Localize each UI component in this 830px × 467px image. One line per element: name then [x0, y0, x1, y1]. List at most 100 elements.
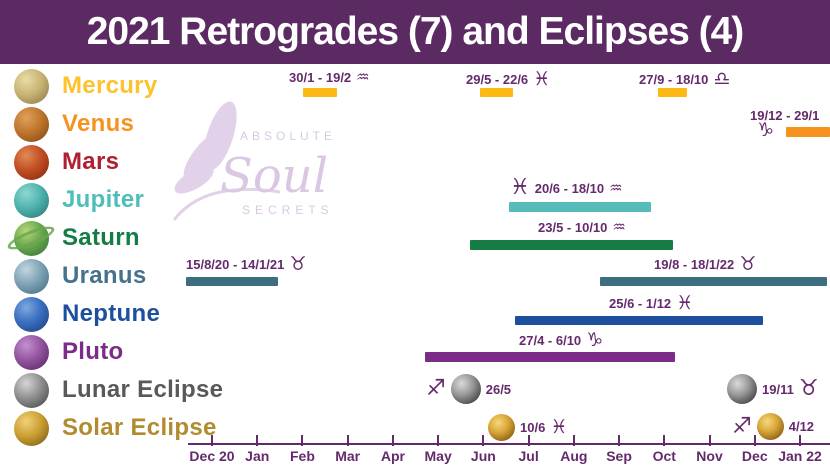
pluto-annotation: 27/4 - 6/10 ♑	[519, 331, 603, 350]
venus-date-label: 19/12 - 29/1	[750, 108, 820, 123]
jupiter-icon	[14, 182, 49, 218]
saturn-icon	[5, 220, 57, 256]
axis-tick	[437, 435, 440, 446]
mercury-annotation: 27/9 - 18/10 ♎	[639, 70, 730, 89]
axis-month-label: Jul	[518, 448, 539, 464]
solar-eclipse-annotation: 10/6 ♓	[488, 414, 567, 441]
venus-annotation: ♑	[757, 121, 774, 140]
axis-month-label: Jun	[470, 448, 496, 464]
legend-uranus: Uranus	[14, 258, 147, 294]
axis-tick	[391, 435, 394, 446]
title-banner: 2021 Retrogrades (7) and Eclipses (4)	[0, 0, 830, 64]
uranus-annotation: 19/8 - 18/1/22 ♉	[654, 255, 756, 274]
axis-month-label: Oct	[652, 448, 676, 464]
axis-tick	[256, 435, 259, 446]
flourish-icon	[172, 187, 281, 221]
mercury-retrograde-bar	[658, 88, 687, 97]
venus-annotation: 19/12 - 29/1	[750, 108, 819, 123]
axis-month-label: Dec 20	[189, 448, 235, 464]
pluto-date-label: 27/4 - 6/10	[519, 333, 582, 348]
axis-month-label: Dec	[741, 448, 768, 464]
pluto-icon	[14, 334, 49, 370]
mercury-annotation: 30/1 - 19/2 ♒	[289, 68, 370, 86]
mercury-zodiac-glyph: ♒	[356, 68, 370, 86]
lunar-eclipse-zodiac-glyph: ♉	[798, 376, 819, 401]
mars-icon	[14, 144, 49, 180]
axis-tick	[301, 435, 304, 446]
neptune-date-label: 25/6 - 1/12	[609, 296, 672, 311]
axis-tick	[799, 435, 801, 446]
legend-lunar-eclipse: Lunar Eclipse	[14, 372, 223, 408]
uranus-date-label: 15/8/20 - 14/1/21	[186, 257, 285, 272]
mercury-retrograde-bar	[480, 88, 513, 97]
saturn-zodiac-glyph: ♒	[612, 218, 626, 236]
saturn-date-label: 23/5 - 10/10	[538, 220, 608, 235]
jupiter-date-label: 20/6 - 18/10	[534, 180, 605, 196]
venus-zodiac-glyph: ♑	[757, 119, 775, 141]
watermark-logo: ABSOLUTE Soul SECRETS	[172, 101, 336, 221]
neptune-annotation: 25/6 - 1/12 ♓	[609, 294, 693, 313]
pluto-retrograde-bar	[425, 352, 675, 362]
mars-label: Mars	[62, 148, 120, 175]
uranus-icon	[14, 258, 49, 294]
venus-icon	[14, 106, 49, 142]
legend-solar-eclipse: Solar Eclipse	[14, 410, 217, 446]
mercury-date-label: 29/5 - 22/6	[466, 72, 529, 87]
jupiter-annotation: ♓ 20/6 - 18/10 ♒	[510, 177, 623, 199]
lunar-eclipse-date-label: 26/5	[485, 381, 512, 397]
axis-month-label: Apr	[380, 448, 405, 464]
neptune-retrograde-bar	[515, 316, 763, 325]
jupiter-label: Jupiter	[62, 186, 145, 213]
solar-eclipse-label: Solar Eclipse	[62, 414, 217, 441]
venus-label: Venus	[62, 110, 135, 137]
axis-month-label: Mar	[335, 448, 361, 464]
axis-tick	[572, 435, 575, 446]
saturn-ring-icon	[5, 221, 57, 254]
mercury-label: Mercury	[62, 72, 158, 99]
solar-eclipse-annotation: ♐ 4/12	[732, 413, 814, 440]
axis-tick	[211, 435, 213, 446]
legend-neptune: Neptune	[14, 296, 160, 332]
solar-eclipse-icon	[14, 410, 49, 446]
neptune-zodiac-glyph: ♓	[676, 292, 694, 314]
watermark-top-text: ABSOLUTE	[240, 129, 336, 143]
mercury-date-label: 27/9 - 18/10	[639, 72, 709, 87]
axis-tick	[527, 435, 530, 446]
lunar-eclipse-date-label: 19/11	[762, 381, 794, 397]
axis-month-label: Jan	[245, 448, 270, 464]
axis-month-label: Jan 22	[778, 448, 822, 464]
venus-retrograde-bar	[786, 127, 830, 137]
uranus-zodiac-glyph: ♉	[289, 253, 307, 275]
timeline-axis	[188, 443, 830, 445]
axis-month-label: Aug	[560, 448, 588, 464]
wing-icon	[174, 101, 237, 194]
neptune-icon	[14, 296, 49, 332]
uranus-date-label: 19/8 - 18/1/22	[654, 257, 735, 272]
legend-mars: Mars	[14, 144, 119, 180]
jupiter-retrograde-bar	[509, 202, 651, 212]
mercury-date-label: 30/1 - 19/2	[289, 70, 352, 85]
solar-eclipse-moon-gold-icon	[488, 414, 515, 441]
uranus-label: Uranus	[62, 262, 147, 289]
lunar-eclipse-icon	[14, 372, 49, 408]
axis-tick	[346, 435, 349, 446]
uranus-annotation: 15/8/20 - 14/1/21 ♉	[186, 255, 306, 274]
mercury-zodiac-glyph: ♎	[713, 68, 731, 90]
mercury-zodiac-glyph: ♓	[533, 68, 551, 90]
watermark-script-text: Soul	[220, 148, 328, 204]
axis-month-label: Nov	[696, 448, 723, 464]
axis-month-label: Feb	[290, 448, 315, 464]
lunar-eclipse-annotation: ♐ 26/5	[426, 374, 511, 404]
legend-mercury: Mercury	[14, 68, 157, 104]
legend-jupiter: Jupiter	[14, 182, 144, 218]
mercury-annotation: 29/5 - 22/6 ♓	[466, 70, 550, 89]
pluto-label: Pluto	[62, 338, 124, 365]
solar-eclipse-date-label: 10/6	[520, 420, 546, 435]
jupiter-zodiac-glyph: ♒	[609, 178, 623, 197]
mercury-icon	[14, 68, 49, 104]
axis-tick	[708, 435, 711, 446]
solar-eclipse-zodiac-glyph: ♓	[550, 416, 568, 438]
solar-eclipse-zodiac-glyph: ♐	[732, 413, 752, 439]
solar-eclipse-moon-gold-icon	[756, 413, 784, 440]
